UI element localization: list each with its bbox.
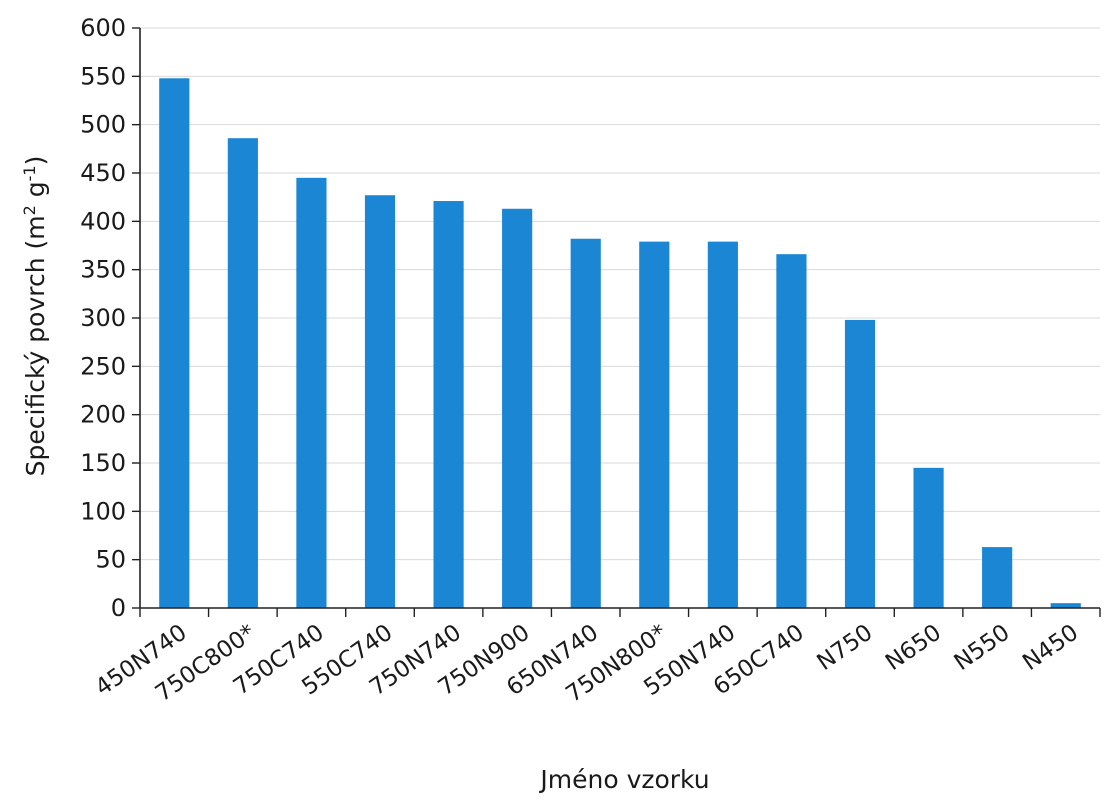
bar — [707, 241, 738, 608]
y-tick-label: 350 — [80, 256, 126, 284]
bar — [913, 467, 944, 608]
x-tick-label: N750 — [812, 620, 877, 676]
y-tick-label: 0 — [111, 594, 126, 622]
y-tick-label: 200 — [80, 401, 126, 429]
bar — [1050, 603, 1081, 608]
y-tick-label: 450 — [80, 159, 126, 187]
y-tick-labels: 0 50 100 150 200 250 300 350 400 450 500 550 600 — [80, 14, 126, 622]
x-tick-label: N450 — [1018, 620, 1083, 676]
bar — [364, 195, 396, 608]
y-tick-label: 600 — [80, 14, 126, 42]
bar — [844, 319, 876, 608]
y-axis-title: Specifický povrch (m2 g-1) — [20, 156, 50, 477]
bar — [502, 208, 533, 608]
x-tick-labels: 450N740750C800*750C740550C740750N740750N… — [91, 620, 1083, 708]
bar — [159, 78, 190, 609]
bar — [639, 241, 670, 608]
y-tick-label: 250 — [80, 352, 126, 380]
x-tick-label: N650 — [881, 620, 946, 676]
x-tick-label: N550 — [950, 620, 1015, 676]
y-tick-label: 150 — [80, 449, 126, 477]
axes — [132, 27, 1101, 617]
bar — [570, 238, 601, 608]
y-tick-label: 500 — [80, 111, 126, 139]
bar — [776, 254, 807, 608]
x-axis-title: Jméno vzorku — [538, 765, 709, 794]
bars — [159, 78, 1081, 609]
bar — [982, 547, 1013, 608]
y-tick-label: 100 — [80, 497, 126, 525]
bar — [227, 138, 258, 608]
y-tick-label: 550 — [80, 62, 126, 90]
gridlines — [140, 27, 1100, 561]
y-tick-label: 50 — [95, 546, 126, 574]
bar — [296, 177, 327, 609]
y-tick-label: 400 — [80, 207, 126, 235]
y-tick-label: 300 — [80, 304, 126, 332]
bar — [433, 201, 464, 609]
